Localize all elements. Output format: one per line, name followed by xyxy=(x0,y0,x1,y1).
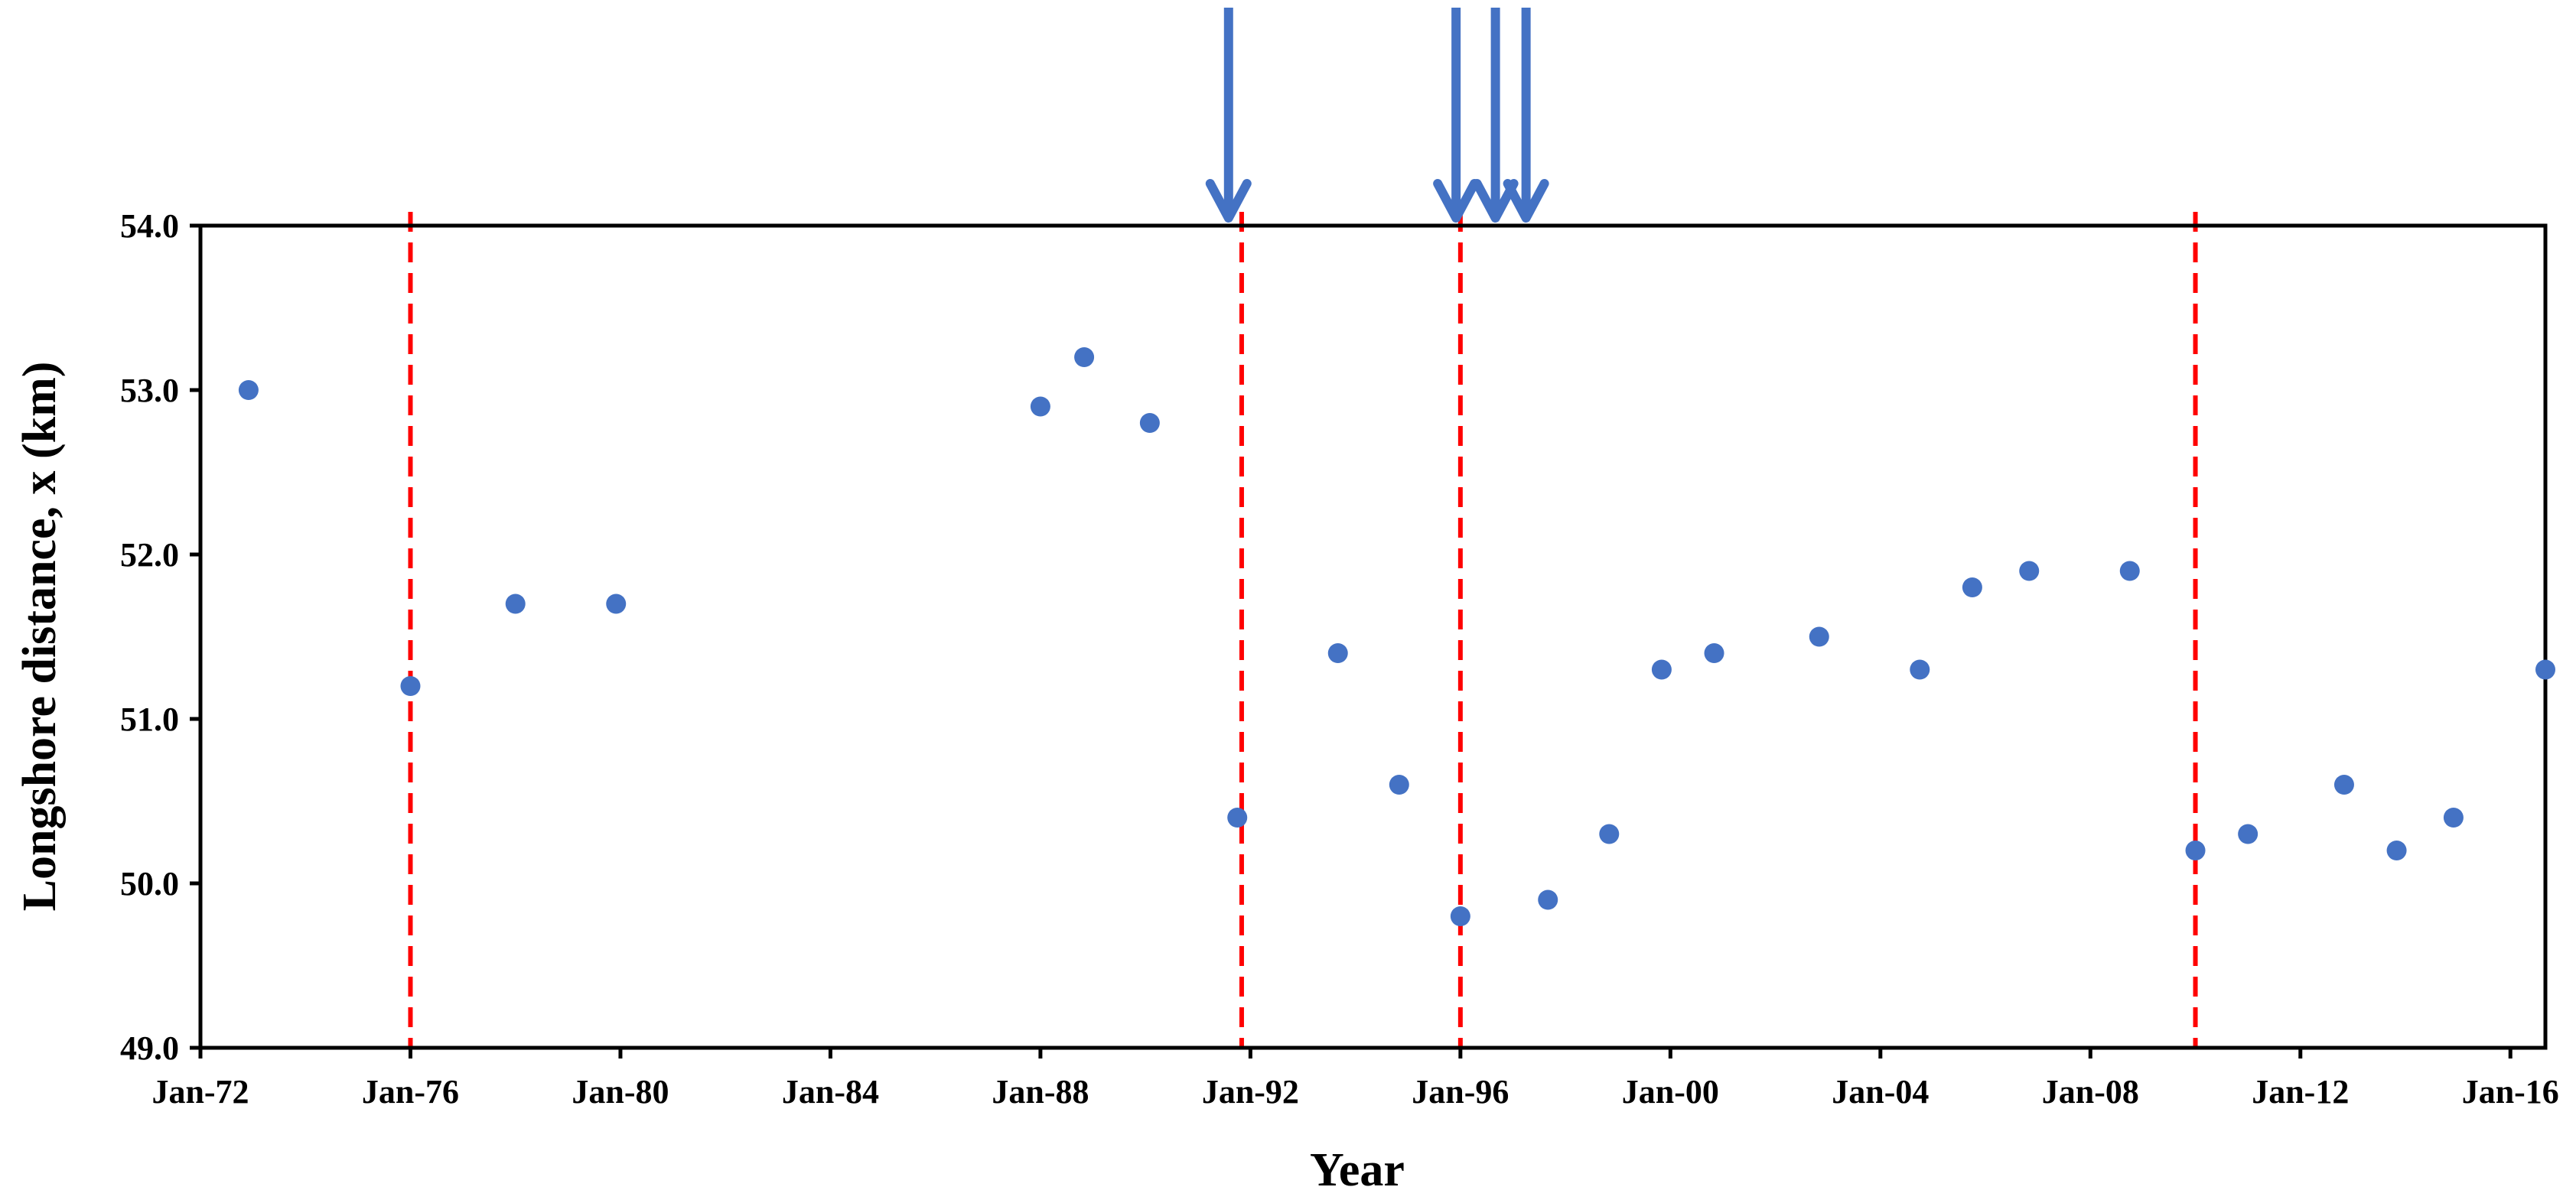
x-tick-label: Jan-88 xyxy=(992,1073,1089,1111)
data-point xyxy=(238,380,259,400)
y-tick-label: 50.0 xyxy=(120,865,179,902)
x-tick-label: Jan-04 xyxy=(1832,1073,1929,1111)
x-tick-label: Jan-12 xyxy=(2252,1073,2349,1111)
data-point xyxy=(2333,775,2354,795)
vertical-lines-layer xyxy=(408,212,2198,1048)
data-point xyxy=(1139,413,1160,433)
data-point xyxy=(1538,889,1558,910)
data-point xyxy=(2119,561,2140,581)
data-points-layer xyxy=(238,347,2555,926)
x-tick-label: Jan-08 xyxy=(2042,1073,2139,1111)
x-tick-label: Jan-84 xyxy=(782,1073,879,1111)
x-tick-label: Jan-16 xyxy=(2462,1073,2559,1111)
data-point xyxy=(1074,347,1095,367)
arrows-layer xyxy=(1205,8,1549,223)
data-point xyxy=(2019,561,2040,581)
y-tick-label: 52.0 xyxy=(120,536,179,574)
x-tick-label: Jan-80 xyxy=(572,1073,669,1111)
y-tick-label: 54.0 xyxy=(120,207,179,245)
x-tick-label: Jan-76 xyxy=(362,1073,459,1111)
data-point xyxy=(400,676,421,696)
x-tick-label: Jan-00 xyxy=(1622,1073,1719,1111)
data-point xyxy=(1327,643,1348,663)
y-tick-label: 49.0 xyxy=(120,1029,179,1067)
data-point xyxy=(1651,659,1672,680)
data-point xyxy=(2386,841,2407,860)
down-arrow-icon xyxy=(1503,8,1549,223)
data-point xyxy=(1962,577,1982,597)
data-point xyxy=(1030,396,1050,417)
y-axis-ticks: 49.0 50.0 51.0 52.0 53.0 54.0 xyxy=(120,207,200,1067)
data-point xyxy=(1450,906,1470,926)
data-point xyxy=(1389,775,1409,795)
data-point xyxy=(2443,808,2464,828)
x-axis-title: Year xyxy=(1310,1144,1405,1196)
data-point xyxy=(1910,659,1930,680)
data-point xyxy=(1704,643,1724,663)
data-point xyxy=(2185,841,2206,860)
x-tick-label: Jan-92 xyxy=(1202,1073,1299,1111)
x-axis-ticks: Jan-72 Jan-76 Jan-80 Jan-84 Jan-88 Jan-92 Jan-… xyxy=(151,1048,2559,1111)
down-arrow-icon xyxy=(1433,8,1480,223)
y-axis-title: Longshore distance, x (km) xyxy=(14,362,66,912)
data-point xyxy=(606,593,627,614)
data-point xyxy=(1809,626,1829,647)
data-point xyxy=(2535,659,2555,680)
plot-area xyxy=(198,223,2548,1050)
data-point xyxy=(1599,824,1620,844)
x-tick-label: Jan-72 xyxy=(151,1073,249,1111)
data-point xyxy=(505,593,526,614)
y-tick-label: 53.0 xyxy=(120,372,179,409)
y-tick-label: 51.0 xyxy=(120,701,179,738)
down-arrow-icon xyxy=(1205,8,1252,223)
x-tick-label: Jan-96 xyxy=(1412,1073,1509,1111)
down-arrow-icon xyxy=(1472,8,1519,223)
data-point xyxy=(1227,808,1248,828)
data-point xyxy=(2238,824,2258,844)
